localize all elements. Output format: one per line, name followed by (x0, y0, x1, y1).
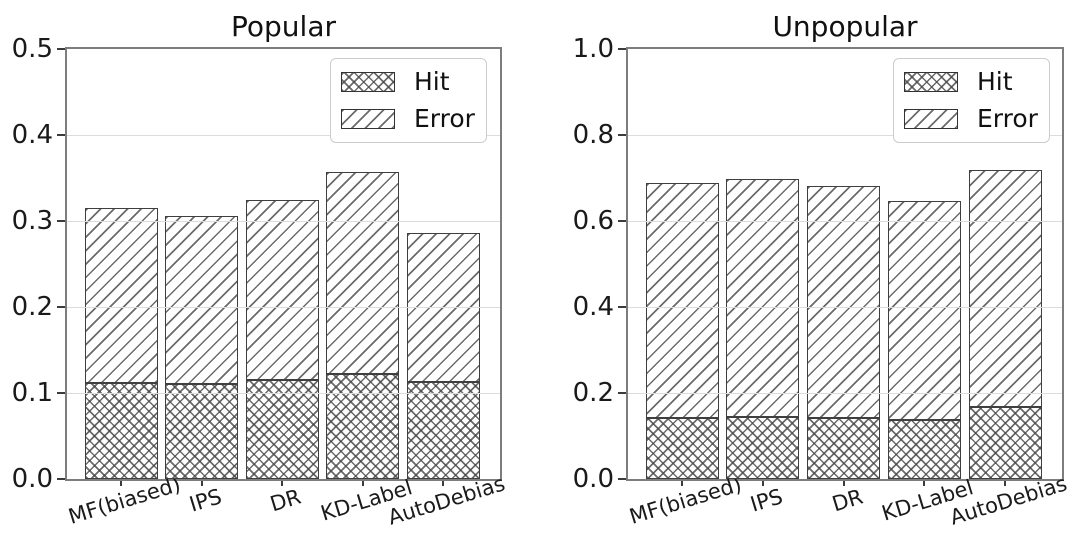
gridline (628, 306, 1062, 308)
legend-entry-error: Error (341, 104, 486, 133)
y-axis-tick (57, 392, 65, 394)
y-axis-tick-label: 0.4 (572, 292, 614, 322)
x-axis-tick (761, 481, 764, 486)
legend: Hit Error (330, 58, 487, 143)
chart-title: Popular (231, 10, 336, 43)
x-axis-tick-label: IPS (747, 484, 786, 517)
bar-segment-hit (887, 420, 961, 479)
bar-segment-hit (165, 384, 239, 479)
y-axis-tick-label: 0.3 (11, 206, 53, 236)
bar-segment-error (726, 178, 800, 418)
bar-segment-hit (726, 417, 800, 479)
error-hatch-swatch (904, 109, 958, 129)
bar-segment-hit (84, 382, 158, 479)
error-hatch-swatch (341, 109, 395, 129)
bar-segment-hit (645, 417, 719, 479)
x-axis-tick (200, 481, 203, 486)
y-axis-tick (57, 48, 65, 50)
bar-segment-hit (245, 380, 319, 479)
bar-segment-error (84, 208, 158, 383)
bar-segment-hit (807, 417, 881, 479)
y-axis-tick (618, 392, 626, 394)
y-axis-tick-label: 0.8 (572, 120, 614, 150)
legend-label-error: Error (977, 104, 1038, 133)
bar-segment-error (645, 183, 719, 418)
bar-segment-hit (968, 406, 1042, 479)
y-axis-tick (57, 220, 65, 222)
legend-label-error: Error (414, 104, 475, 133)
x-axis-tick (923, 481, 926, 486)
y-axis-tick (618, 478, 626, 480)
y-axis-tick (618, 220, 626, 222)
gridline (67, 392, 500, 394)
bar-segment-hit (326, 374, 400, 479)
hit-hatch-swatch (904, 72, 958, 92)
x-axis-tick (442, 481, 445, 486)
x-axis-tick (842, 481, 845, 486)
y-axis-tick-label: 0.1 (11, 378, 53, 408)
bar-segment-error (245, 200, 319, 381)
y-axis-tick (618, 306, 626, 308)
legend-entry-hit: Hit (341, 67, 486, 96)
y-axis-tick-label: 0.2 (11, 292, 53, 322)
legend-label-hit: Hit (977, 67, 1013, 96)
y-axis-tick (57, 134, 65, 136)
y-axis-tick-label: 0.0 (572, 464, 614, 494)
x-axis-tick (681, 481, 684, 486)
y-axis-tick (618, 134, 626, 136)
legend-label-hit: Hit (414, 67, 450, 96)
plot-area-unpopular: 0.0 0.2 0.4 0.6 0.8 1.0 MF(biased) IPS DR KD-Labe… (573, 34, 1070, 530)
x-axis-tick-label: MF(biased) (626, 472, 745, 529)
y-axis-tick-label: 0.6 (572, 206, 614, 236)
bar-segment-hit (406, 381, 480, 479)
gridline (628, 392, 1062, 394)
y-axis-tick-label: 0.0 (11, 464, 53, 494)
hit-hatch-swatch (341, 72, 395, 92)
x-axis-tick (120, 481, 123, 486)
y-axis-tick (618, 48, 626, 50)
y-axis-tick-label: 1.0 (572, 34, 614, 64)
bar-segment-error (887, 200, 961, 421)
bar-segment-error (326, 171, 400, 375)
legend: Hit Error (893, 58, 1050, 143)
x-axis-tick (1004, 481, 1007, 486)
y-axis-tick (57, 306, 65, 308)
bar-segment-error (968, 170, 1042, 407)
x-axis-tick (361, 481, 364, 486)
chart-title: Unpopular (772, 10, 918, 43)
x-axis-tick-label: DR (828, 484, 866, 517)
y-axis-tick (57, 478, 65, 480)
y-axis-tick-label: 0.4 (11, 120, 53, 150)
bar-segment-error (807, 186, 881, 418)
x-axis-tick (281, 481, 284, 486)
y-axis-tick-label: 0.5 (11, 34, 53, 64)
gridline (628, 134, 1062, 136)
legend-entry-error: Error (904, 104, 1049, 133)
gridline (67, 306, 500, 308)
bar-segment-error (165, 215, 239, 385)
gridline (67, 220, 500, 222)
gridline (628, 220, 1062, 222)
legend-entry-hit: Hit (904, 67, 1049, 96)
y-axis-tick-label: 0.2 (572, 378, 614, 408)
gridline (67, 134, 500, 136)
